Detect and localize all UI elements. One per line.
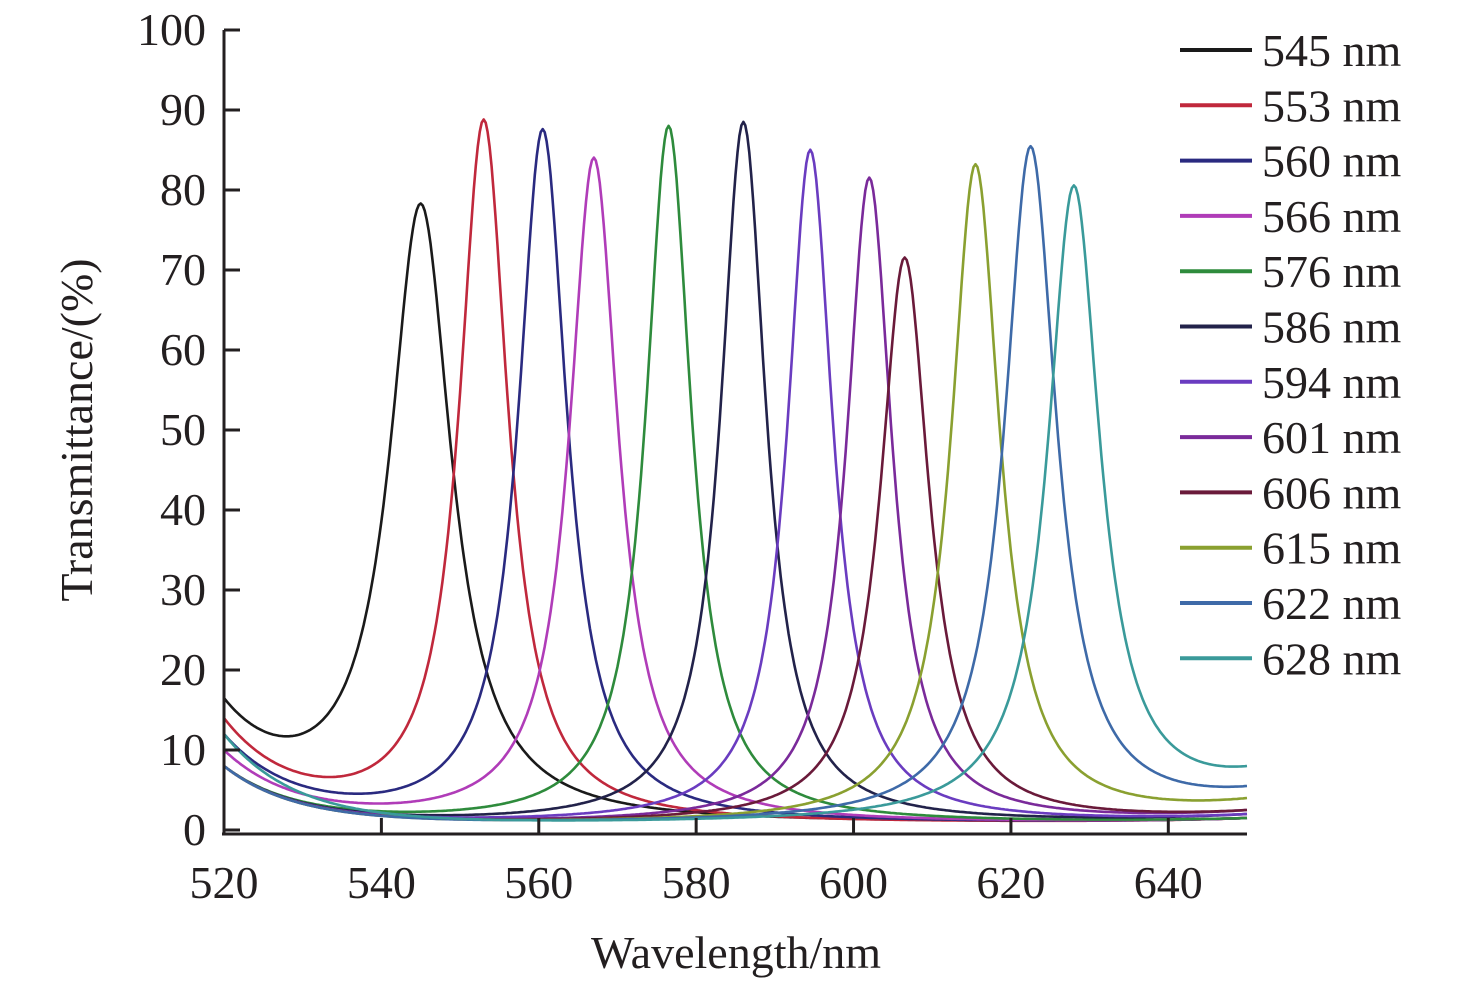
legend-label: 594 nm — [1262, 357, 1402, 408]
x-tick-label: 580 — [662, 857, 731, 908]
y-tick-label: 70 — [160, 244, 206, 295]
y-tick-label: 30 — [160, 564, 206, 615]
y-tick-label: 20 — [160, 644, 206, 695]
x-tick-label: 620 — [976, 857, 1045, 908]
legend-label: 622 nm — [1262, 578, 1402, 629]
y-tick-label: 0 — [183, 804, 206, 855]
x-axis-title: Wavelength/nm — [591, 927, 881, 978]
x-tick-label: 540 — [347, 857, 416, 908]
y-tick-label: 100 — [137, 4, 206, 55]
x-tick-label: 600 — [819, 857, 888, 908]
legend-label: 601 nm — [1262, 412, 1402, 463]
series-line-545-nm — [223, 202, 1248, 822]
axes-group: 0 10 20 30 40 50 60 70 80 90 100 520 540 560 580 600 620… — [137, 4, 1247, 908]
legend-label: 566 nm — [1262, 191, 1402, 242]
legend-label: 606 nm — [1262, 467, 1402, 518]
y-tick-label: 80 — [160, 164, 206, 215]
series-line-560-nm — [223, 127, 1248, 822]
legend-label: 576 nm — [1262, 246, 1402, 297]
legend-label: 628 nm — [1262, 633, 1402, 684]
curves-group — [222, 118, 1248, 823]
y-axis-title: Transmittance/(%) — [51, 258, 102, 601]
series-line-553-nm — [222, 118, 1248, 823]
x-tick-label: 640 — [1134, 857, 1203, 908]
legend-label: 553 nm — [1262, 80, 1402, 131]
legend-label: 545 nm — [1262, 25, 1402, 76]
series-line-606-nm — [223, 256, 1248, 821]
series-line-594-nm — [223, 148, 1248, 819]
legend-label: 560 nm — [1262, 136, 1402, 187]
y-tick-label: 60 — [160, 324, 206, 375]
legend-label: 615 nm — [1262, 523, 1402, 574]
y-tick-label: 10 — [160, 724, 206, 775]
legend-label: 586 nm — [1262, 302, 1402, 353]
series-line-628-nm — [223, 184, 1248, 822]
y-tick-label: 90 — [160, 84, 206, 135]
x-tick-label: 520 — [190, 857, 259, 908]
x-tick-label: 560 — [504, 857, 573, 908]
y-tick-label: 40 — [160, 484, 206, 535]
series-line-622-nm — [223, 144, 1248, 822]
series-line-576-nm — [223, 124, 1248, 821]
y-tick-label: 50 — [160, 404, 206, 455]
series-line-586-nm — [223, 120, 1248, 819]
